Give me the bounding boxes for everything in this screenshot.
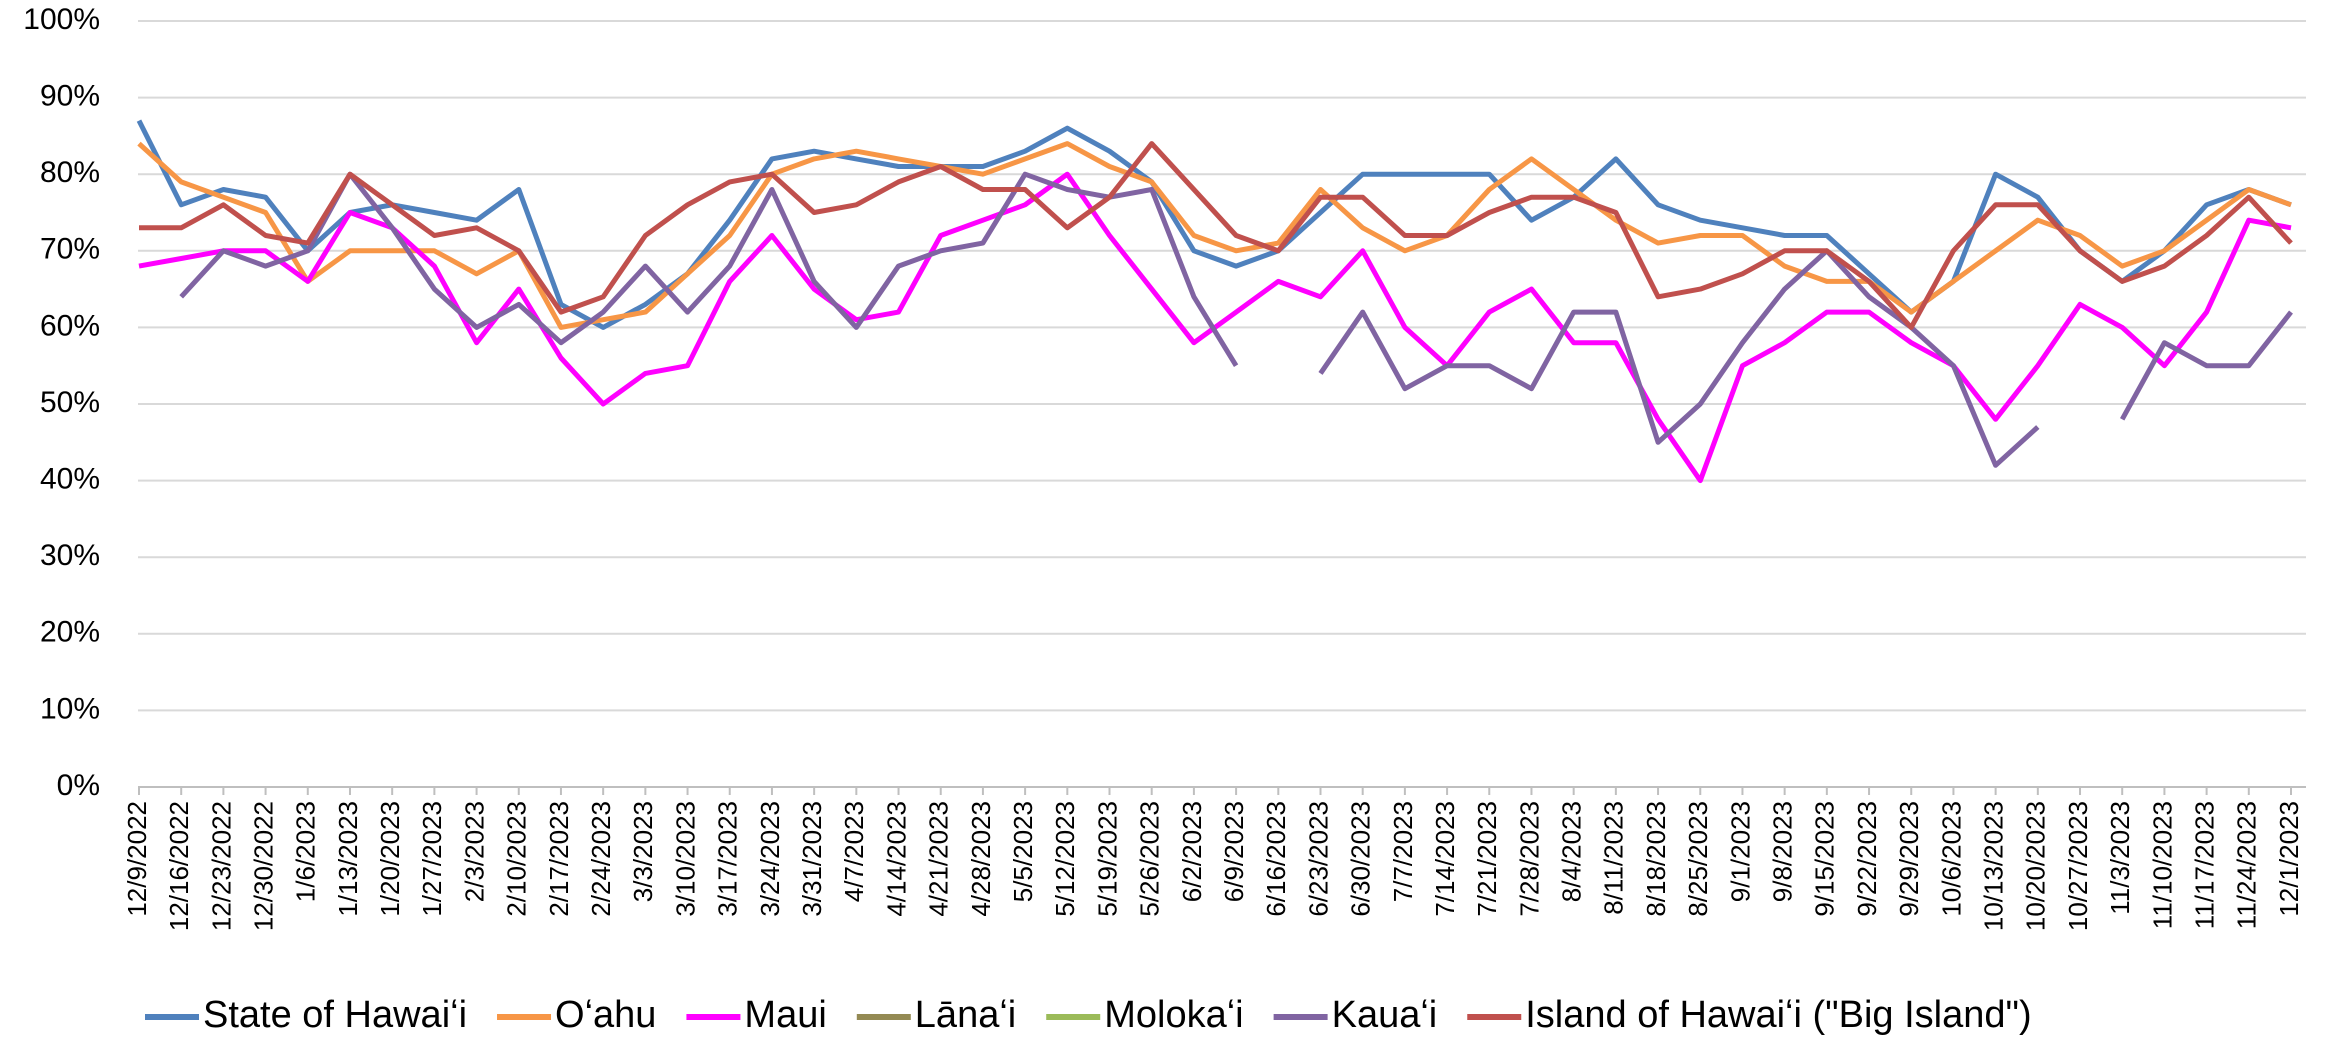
- y-tick-label: 70%: [40, 233, 100, 266]
- x-tick-label: 7/21/2023: [1472, 801, 1502, 917]
- x-tick-label: 9/22/2023: [1852, 801, 1882, 917]
- y-tick-label: 50%: [40, 386, 100, 419]
- legend-label: State of Hawaiʻi: [203, 994, 467, 1036]
- x-tick-label: 1/20/2023: [375, 801, 405, 917]
- x-tick-label: 7/7/2023: [1388, 801, 1418, 902]
- y-tick-label: 40%: [40, 463, 100, 496]
- x-tick-label: 10/13/2023: [1979, 801, 2009, 931]
- x-tick-label: 3/24/2023: [755, 801, 785, 917]
- legend-label: Oʻahu: [555, 994, 656, 1036]
- y-tick-label: 30%: [40, 539, 100, 572]
- x-tick-label: 9/8/2023: [1768, 801, 1798, 902]
- x-tick-label: 8/11/2023: [1599, 801, 1629, 915]
- x-tick-label: 2/10/2023: [502, 801, 532, 917]
- series-line: [179, 171, 2293, 468]
- x-tick-label: 6/23/2023: [1303, 801, 1333, 917]
- x-tick-label: 12/16/2022: [164, 801, 194, 931]
- x-tick-label: 5/12/2023: [1050, 801, 1080, 917]
- x-tick-label: 6/16/2023: [1261, 801, 1291, 917]
- y-tick-label: 90%: [40, 80, 100, 113]
- x-tick-label: 4/7/2023: [839, 801, 869, 902]
- x-tick-label: 1/13/2023: [333, 801, 363, 917]
- x-tick-label: 10/6/2023: [1936, 801, 1966, 917]
- series-line: [136, 119, 2292, 330]
- y-tick-label: 60%: [40, 309, 100, 342]
- x-tick-label: 2/24/2023: [586, 801, 616, 917]
- legend-label: Lānaʻi: [915, 994, 1016, 1036]
- x-tick-label: 4/21/2023: [924, 801, 954, 917]
- x-tick-label: 8/25/2023: [1683, 801, 1713, 917]
- x-tick-label: 3/10/2023: [670, 801, 700, 917]
- legend-label: Island of Hawaiʻi ("Big Island"): [1525, 994, 2031, 1036]
- series-line: [137, 141, 2292, 330]
- x-tick-label: 12/9/2022: [122, 801, 152, 917]
- x-tick-label: 11/3/2023: [2105, 801, 2135, 915]
- y-tick-label: 100%: [23, 3, 100, 36]
- x-tick-label: 4/28/2023: [966, 801, 996, 917]
- x-tick-label: 3/31/2023: [797, 801, 827, 917]
- y-tick-label: 10%: [40, 692, 100, 725]
- x-tick-label: 7/14/2023: [1430, 801, 1460, 917]
- series-line: [139, 141, 2293, 330]
- x-tick-label: 9/1/2023: [1725, 801, 1755, 902]
- x-tick-label: 9/15/2023: [1810, 801, 1840, 917]
- x-tick-label: 9/29/2023: [1894, 801, 1924, 917]
- x-tick-label: 5/19/2023: [1092, 801, 1122, 917]
- legend-label: Maui: [744, 994, 826, 1036]
- x-tick-label: 5/5/2023: [1008, 801, 1038, 902]
- x-tick-label: 2/17/2023: [544, 801, 574, 917]
- x-tick-label: 12/1/2023: [2274, 801, 2304, 917]
- x-tick-label: 2/3/2023: [459, 801, 489, 902]
- y-tick-label: 20%: [40, 616, 100, 649]
- x-tick-label: 11/10/2023: [2147, 801, 2177, 929]
- x-tick-label: 12/23/2022: [206, 801, 236, 931]
- x-tick-label: 3/17/2023: [713, 801, 743, 917]
- x-tick-label: 7/28/2023: [1514, 801, 1544, 917]
- x-tick-label: 4/14/2023: [881, 801, 911, 917]
- x-tick-label: 6/9/2023: [1219, 801, 1249, 902]
- x-tick-label: 6/2/2023: [1177, 801, 1207, 902]
- x-tick-label: 10/20/2023: [2021, 801, 2051, 931]
- x-tick-label: 11/17/2023: [2189, 801, 2219, 929]
- legend-label: Molokaʻi: [1104, 994, 1243, 1036]
- x-tick-label: 8/18/2023: [1641, 801, 1671, 917]
- x-tick-label: 10/27/2023: [2063, 801, 2093, 931]
- x-tick-label: 1/6/2023: [291, 801, 321, 902]
- x-tick-label: 3/3/2023: [628, 801, 658, 902]
- x-tick-label: 5/26/2023: [1135, 801, 1165, 917]
- x-tick-label: 12/30/2022: [248, 801, 278, 931]
- legend-label: Kauaʻi: [1332, 994, 1438, 1036]
- y-tick-label: 80%: [40, 156, 100, 189]
- x-tick-label: 1/27/2023: [417, 801, 447, 917]
- x-tick-label: 11/24/2023: [2232, 801, 2262, 929]
- x-tick-label: 8/4/2023: [1557, 801, 1587, 902]
- y-tick-label: 0%: [57, 769, 100, 802]
- x-tick-label: 6/30/2023: [1346, 801, 1376, 917]
